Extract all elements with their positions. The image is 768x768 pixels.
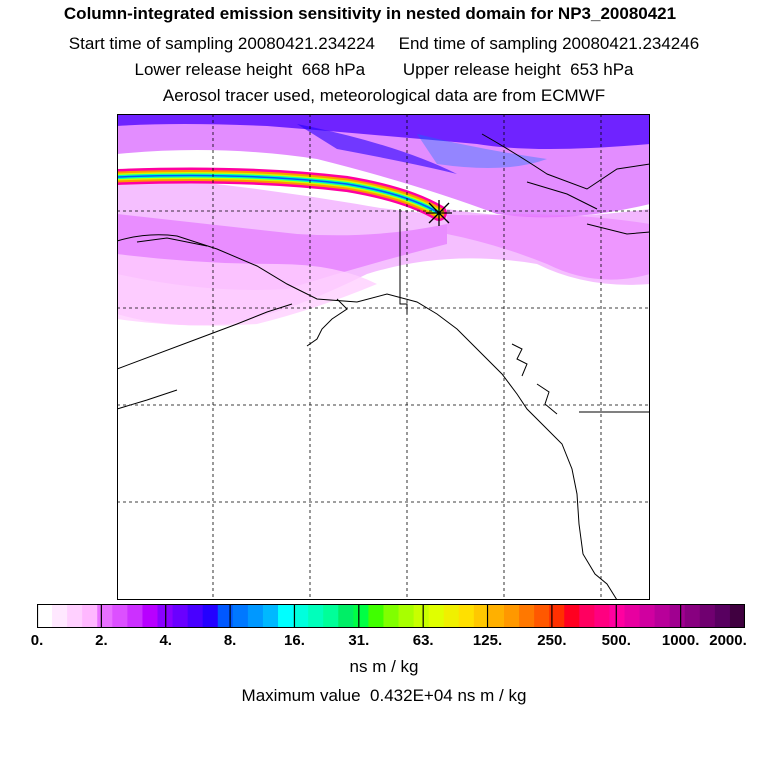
colorbar-swatch xyxy=(413,604,430,628)
colorbar-tick-label: 0. xyxy=(30,632,44,649)
colorbar-swatch xyxy=(503,604,520,628)
colorbar-tick-label: 2000. xyxy=(709,632,747,649)
colorbar-swatch xyxy=(564,604,580,628)
receptor-plume xyxy=(117,167,447,221)
colorbar-swatch xyxy=(142,604,158,628)
colorbar-swatch xyxy=(729,604,745,628)
map-title: Column-integrated emission sensitivity i… xyxy=(63,4,677,23)
colorbar-swatch xyxy=(353,604,369,628)
colorbar-tick-label: 4. xyxy=(159,632,172,649)
colorbar-swatch xyxy=(112,604,128,628)
colorbar-swatch xyxy=(172,604,189,628)
colorbar-swatch xyxy=(534,604,550,628)
colorbar-swatch xyxy=(579,604,595,628)
colorbar-tick-label: 31. xyxy=(348,632,370,649)
maximum-value-label: Maximum value 0.432E+04 ns m / kg xyxy=(241,686,527,705)
colorbar-swatch xyxy=(458,604,475,628)
colorbar-tick-label: 2. xyxy=(95,632,108,649)
colorbar-swatch xyxy=(488,604,505,628)
colorbar-swatch xyxy=(669,604,686,628)
release-height-line: Lower release height 668 hPa Upper relea… xyxy=(134,60,634,79)
colorbar-swatch xyxy=(67,604,83,628)
colorbar-swatch xyxy=(37,604,53,628)
colorbar-swatch xyxy=(699,604,716,628)
colorbar-swatch xyxy=(714,604,731,628)
emission-sensitivity-map xyxy=(117,114,650,600)
colorbar-swatch xyxy=(82,604,98,628)
colorbar-swatch xyxy=(473,604,490,628)
colorbar-swatch xyxy=(428,604,445,628)
colorbar-tick-label: 63. xyxy=(412,632,434,649)
colorbar-swatch xyxy=(278,604,294,628)
colorbar-tick-label: 8. xyxy=(223,632,237,649)
colorbar-swatch xyxy=(519,604,535,628)
colorbar-swatch xyxy=(127,604,143,628)
colorbar-swatch xyxy=(443,604,460,628)
colorbar-swatch xyxy=(383,604,399,628)
colorbar-swatch xyxy=(217,604,234,628)
colorbar-swatch xyxy=(338,604,354,628)
colorbar-swatch xyxy=(594,604,610,628)
colorbar-swatch xyxy=(52,604,68,628)
colorbar-tick-label: 500. xyxy=(601,632,631,649)
colorbar-swatch xyxy=(609,604,625,628)
colorbar-tick-label: 125. xyxy=(472,632,503,649)
colorbar-swatch xyxy=(398,604,414,628)
coastlines xyxy=(117,133,650,600)
colorbar-swatch xyxy=(624,604,640,628)
colorbar xyxy=(37,604,745,628)
colorbar-tick-label: 1000. xyxy=(661,632,700,649)
colorbar-swatch xyxy=(232,604,249,628)
map-frame xyxy=(117,114,650,600)
colorbar-swatch xyxy=(654,604,671,628)
colorbar-swatch xyxy=(202,604,219,628)
colorbar-swatch xyxy=(308,604,324,628)
colorbar-swatch xyxy=(549,604,565,628)
colorbar-units: ns m / kg xyxy=(349,657,419,676)
colorbar-frame xyxy=(37,604,745,628)
colorbar-swatch xyxy=(293,604,309,628)
receptor-marker-icon xyxy=(426,200,452,226)
colorbar-swatch xyxy=(368,604,384,628)
tracer-info-line: Aerosol tracer used, meteorological data… xyxy=(162,86,606,105)
colorbar-swatch xyxy=(639,604,656,628)
colorbar-swatch xyxy=(97,604,113,628)
colorbar-tick-label: 16. xyxy=(284,632,305,649)
colorbar-swatch xyxy=(187,604,204,628)
sampling-time-line: Start time of sampling 20080421.234224 E… xyxy=(68,34,700,53)
lat-lon-grid xyxy=(117,114,650,600)
colorbar-swatch xyxy=(323,604,339,628)
colorbar-swatch xyxy=(684,604,701,628)
colorbar-tick-label: 250. xyxy=(537,632,567,649)
colorbar-swatch xyxy=(262,604,279,628)
colorbar-swatch xyxy=(247,604,264,628)
